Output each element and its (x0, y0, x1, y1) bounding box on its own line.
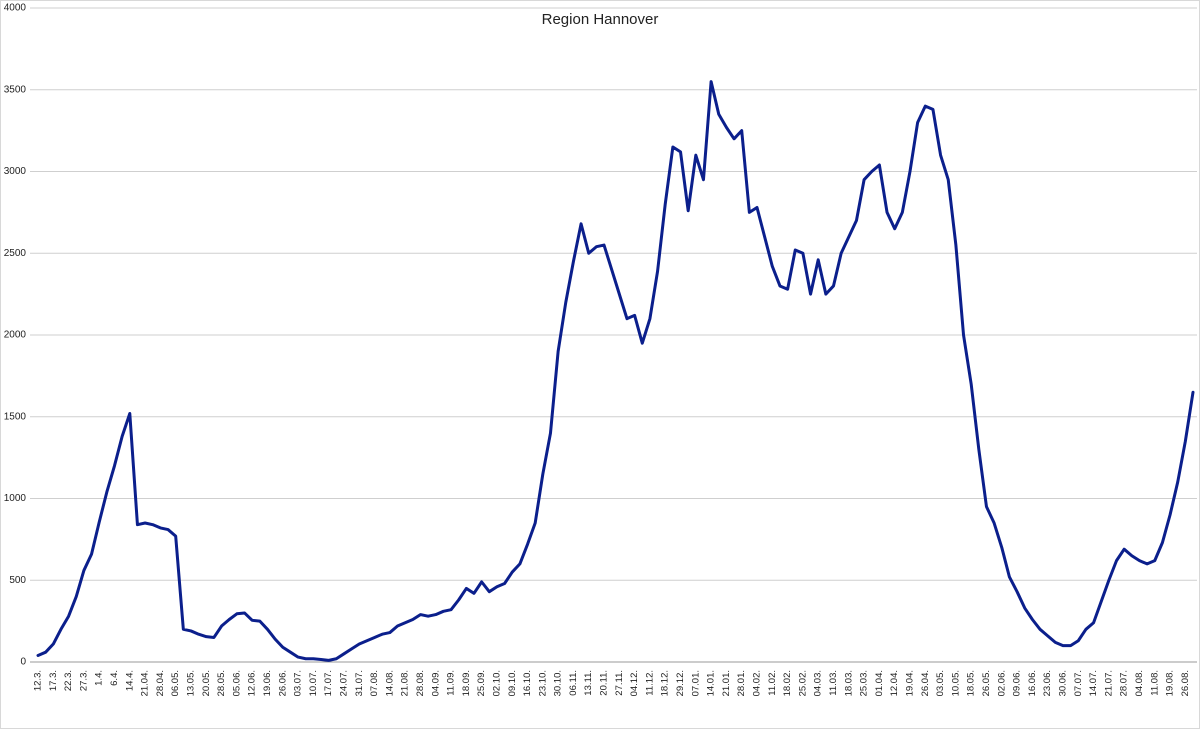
x-tick-label: 02.06. (996, 670, 1007, 696)
y-tick-label: 1500 (4, 411, 27, 422)
y-tick-label: 3000 (4, 166, 27, 177)
y-tick-label: 0 (20, 657, 26, 668)
x-tick-label: 04.12. (629, 670, 640, 696)
x-tick-label: 18.12. (660, 670, 671, 696)
x-tick-label: 10.05. (950, 670, 961, 696)
x-tick-label: 13.11. (583, 670, 594, 696)
x-tick-label: 18.05. (966, 670, 977, 696)
x-tick-label: 10.07. (308, 670, 319, 696)
x-tick-label: 27.11. (614, 670, 625, 696)
x-tick-label: 02.10. (491, 670, 502, 696)
x-tick-label: 27.3. (78, 670, 89, 691)
x-tick-label: 04.09. (430, 670, 441, 696)
x-tick-label: 21.07. (1103, 670, 1114, 696)
x-tick-label: 20.05. (201, 670, 212, 696)
x-tick-label: 30.06. (1057, 670, 1068, 696)
x-tick-label: 14.4. (124, 670, 135, 691)
x-tick-label: 29.12. (675, 670, 686, 696)
x-tick-label: 31.07. (354, 670, 365, 696)
x-tick-label: 25.02. (797, 670, 808, 696)
y-tick-label: 4000 (4, 3, 27, 14)
x-tick-label: 09.10. (507, 670, 518, 696)
x-tick-label: 06.11. (568, 670, 579, 696)
x-tick-label: 04.03. (813, 670, 824, 696)
x-tick-label: 28.01. (736, 670, 747, 696)
y-tick-label: 3500 (4, 84, 27, 95)
chart-title: Region Hannover (542, 11, 659, 28)
x-tick-label: 26.05. (981, 670, 992, 696)
x-tick-label: 11.09. (446, 670, 457, 696)
x-tick-label: 12.3. (33, 670, 44, 691)
x-tick-label: 07.07. (1073, 670, 1084, 696)
x-tick-label: 25.09. (476, 670, 487, 696)
x-tick-label: 19.06. (262, 670, 273, 696)
x-tick-label: 17.3. (48, 670, 59, 691)
x-tick-label: 13.05. (185, 670, 196, 696)
x-tick-label: 19.08. (1165, 670, 1176, 696)
x-tick-label: 03.07. (293, 670, 304, 696)
x-tick-label: 21.04. (140, 670, 151, 696)
x-tick-label: 14.08. (384, 670, 395, 696)
x-tick-label: 06.05. (170, 670, 181, 696)
x-tick-label: 07.08. (369, 670, 380, 696)
x-tick-label: 11.08. (1149, 670, 1160, 696)
x-tick-label: 03.05. (935, 670, 946, 696)
x-tick-label: 17.07. (323, 670, 334, 696)
x-tick-label: 04.08. (1134, 670, 1145, 696)
x-tick-label: 21.01. (721, 670, 732, 696)
x-tick-label: 16.10. (522, 670, 533, 696)
y-tick-label: 500 (9, 575, 26, 586)
x-tick-label: 12.06. (247, 670, 258, 696)
x-tick-label: 30.10. (553, 670, 564, 696)
x-tick-label: 1.4. (94, 670, 105, 686)
x-tick-label: 28.04. (155, 670, 166, 696)
x-tick-label: 04.02. (752, 670, 763, 696)
x-tick-label: 14.01. (706, 670, 717, 696)
x-tick-label: 20.11. (599, 670, 610, 696)
x-tick-label: 28.05. (216, 670, 227, 696)
x-tick-label: 28.07. (1119, 670, 1130, 696)
x-tick-label: 07.01. (690, 670, 701, 696)
x-tick-label: 26.06. (277, 670, 288, 696)
x-tick-label: 01.04. (874, 670, 885, 696)
x-tick-label: 09.06. (1012, 670, 1023, 696)
x-tick-label: 23.06. (1042, 670, 1053, 696)
x-tick-label: 26.04. (920, 670, 931, 696)
x-tick-label: 21.08. (400, 670, 411, 696)
x-tick-label: 26.08. (1180, 670, 1191, 696)
y-tick-label: 1000 (4, 493, 27, 504)
x-tick-label: 18.09. (461, 670, 472, 696)
x-tick-label: 28.08. (415, 670, 426, 696)
x-tick-label: 05.06. (231, 670, 242, 696)
x-tick-label: 12.04. (889, 670, 900, 696)
y-tick-label: 2500 (4, 248, 27, 259)
x-tick-label: 18.03. (843, 670, 854, 696)
x-tick-label: 18.02. (782, 670, 793, 696)
x-tick-label: 22.3. (63, 670, 74, 691)
x-tick-label: 14.07. (1088, 670, 1099, 696)
x-tick-label: 25.03. (859, 670, 870, 696)
x-tick-label: 11.12. (644, 670, 655, 696)
x-tick-label: 19.04. (905, 670, 916, 696)
x-tick-label: 24.07. (338, 670, 349, 696)
x-tick-label: 11.02. (767, 670, 778, 696)
x-tick-label: 6.4. (109, 670, 120, 686)
x-tick-label: 16.06. (1027, 670, 1038, 696)
x-tick-label: 11.03. (828, 670, 839, 696)
x-tick-label: 23.10. (537, 670, 548, 696)
y-tick-label: 2000 (4, 330, 27, 341)
line-series (36, 80, 1195, 662)
